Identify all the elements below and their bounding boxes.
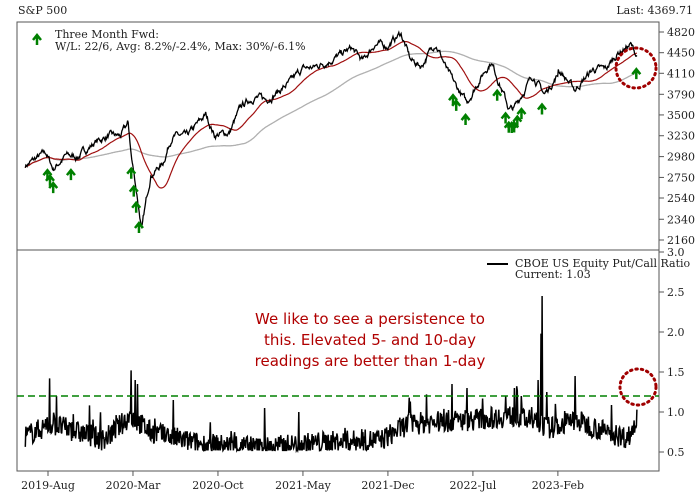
y-tick-label: 2.5 xyxy=(667,286,685,299)
put-call-line xyxy=(24,295,638,454)
signal-arrow xyxy=(48,181,59,194)
highlight-circle-ratio xyxy=(618,367,658,407)
arrow-up-icon xyxy=(32,32,42,45)
y-tick-label: 1.0 xyxy=(667,406,685,419)
signal-arrow xyxy=(500,111,511,124)
price-line xyxy=(24,30,638,229)
signal-arrow xyxy=(128,184,139,197)
x-tick-label: 2019-Aug xyxy=(21,479,75,492)
signal-arrow xyxy=(631,67,642,80)
y-tick-label: 3230 xyxy=(667,130,695,143)
signal-arrow xyxy=(451,98,462,111)
x-tick-label: 2020-Mar xyxy=(106,479,162,492)
x-tick-label: 2023-Feb xyxy=(532,479,584,492)
signal-arrow xyxy=(512,114,523,127)
signal-arrow xyxy=(126,166,137,179)
legend-line1: Three Month Fwd: xyxy=(55,28,159,41)
signal-arrow xyxy=(492,88,503,101)
y-tick-label: 0.5 xyxy=(667,446,685,459)
y-tick-label: 3790 xyxy=(667,88,695,101)
legend-putcall-current: Current: 1.03 xyxy=(515,268,591,281)
y-tick-label: 2340 xyxy=(667,213,695,226)
signal-arrow xyxy=(45,173,55,186)
signal-arrow xyxy=(131,200,142,213)
chart-title: S&P 500 xyxy=(18,4,67,17)
y-tick-label: 2.0 xyxy=(667,326,685,339)
annotation: We like to see a persistence to this. El… xyxy=(255,310,486,370)
ma-short-line xyxy=(24,41,638,189)
y-tick-label: 1.5 xyxy=(667,366,685,379)
y-tick-label: 4110 xyxy=(667,67,695,80)
signal-arrow xyxy=(65,168,76,181)
highlight-circle-price xyxy=(614,46,658,90)
legend-putcall-label: CBOE US Equity Put/Call Ratio xyxy=(515,257,691,270)
signal-arrow xyxy=(537,102,547,115)
y-tick-label: 2540 xyxy=(667,192,695,205)
y-tick-label: 2980 xyxy=(667,151,695,164)
x-tick-label: 2022-Jul xyxy=(450,479,497,492)
annotation-line3: readings are better than 1-day xyxy=(255,352,486,370)
ma-long-line xyxy=(24,50,638,169)
y-tick-label: 2160 xyxy=(667,234,695,247)
annotation-line2: this. Elevated 5- and 10-day xyxy=(264,331,476,349)
last-value: Last: 4369.71 xyxy=(616,4,693,17)
signal-arrow xyxy=(516,107,527,120)
signal-arrow xyxy=(133,220,144,233)
x-tick-label: 2020-Oct xyxy=(192,479,244,492)
signal-arrow xyxy=(460,113,471,126)
top-legend: Three Month Fwd: W/L: 22/6, Avg: 8.2%/-2… xyxy=(32,28,306,53)
legend-line2: W/L: 22/6, Avg: 8.2%/-2.4%, Max: 30%/-6.… xyxy=(55,40,306,53)
y-tick-label: 2750 xyxy=(667,171,695,184)
y-tick-label: 3500 xyxy=(667,109,695,122)
plot-frame xyxy=(16,21,660,472)
y-tick-label: 4450 xyxy=(667,47,695,60)
x-tick-label: 2021-May xyxy=(275,479,332,492)
y-tick-label: 3.0 xyxy=(667,246,685,259)
bottom-legend: CBOE US Equity Put/Call Ratio Current: 1… xyxy=(487,257,691,281)
x-tick-label: 2021-Dec xyxy=(361,479,414,492)
annotation-line1: We like to see a persistence to xyxy=(255,310,485,328)
y-tick-label: 4820 xyxy=(667,26,695,39)
